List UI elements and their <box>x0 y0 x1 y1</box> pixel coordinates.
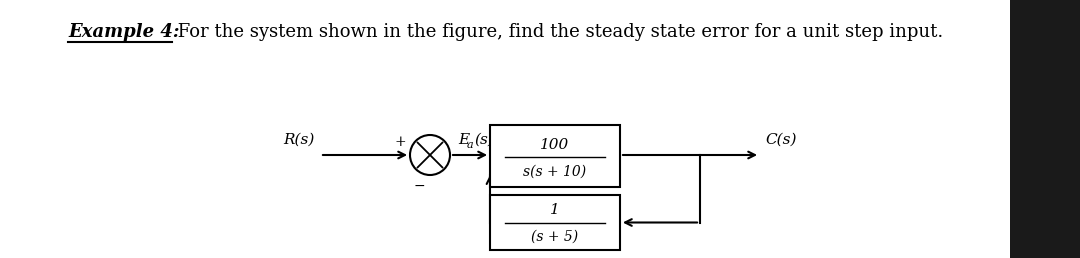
Text: −: − <box>414 179 426 193</box>
Text: E: E <box>458 133 469 147</box>
Text: a: a <box>467 140 474 150</box>
Text: +: + <box>394 135 406 149</box>
Text: (s + 5): (s + 5) <box>531 230 579 244</box>
Text: For the system shown in the figure, find the steady state error for a unit step : For the system shown in the figure, find… <box>172 23 943 41</box>
Text: Example 4:: Example 4: <box>68 23 179 41</box>
Text: 100: 100 <box>540 138 569 152</box>
Bar <box>490 125 620 187</box>
Bar <box>490 195 620 250</box>
Text: (s): (s) <box>474 133 494 147</box>
Text: C(s): C(s) <box>765 133 797 147</box>
Text: R(s): R(s) <box>284 133 315 147</box>
Bar <box>1010 0 1080 258</box>
Circle shape <box>410 135 450 175</box>
Text: 1: 1 <box>550 203 559 217</box>
Text: s(s + 10): s(s + 10) <box>524 165 586 179</box>
